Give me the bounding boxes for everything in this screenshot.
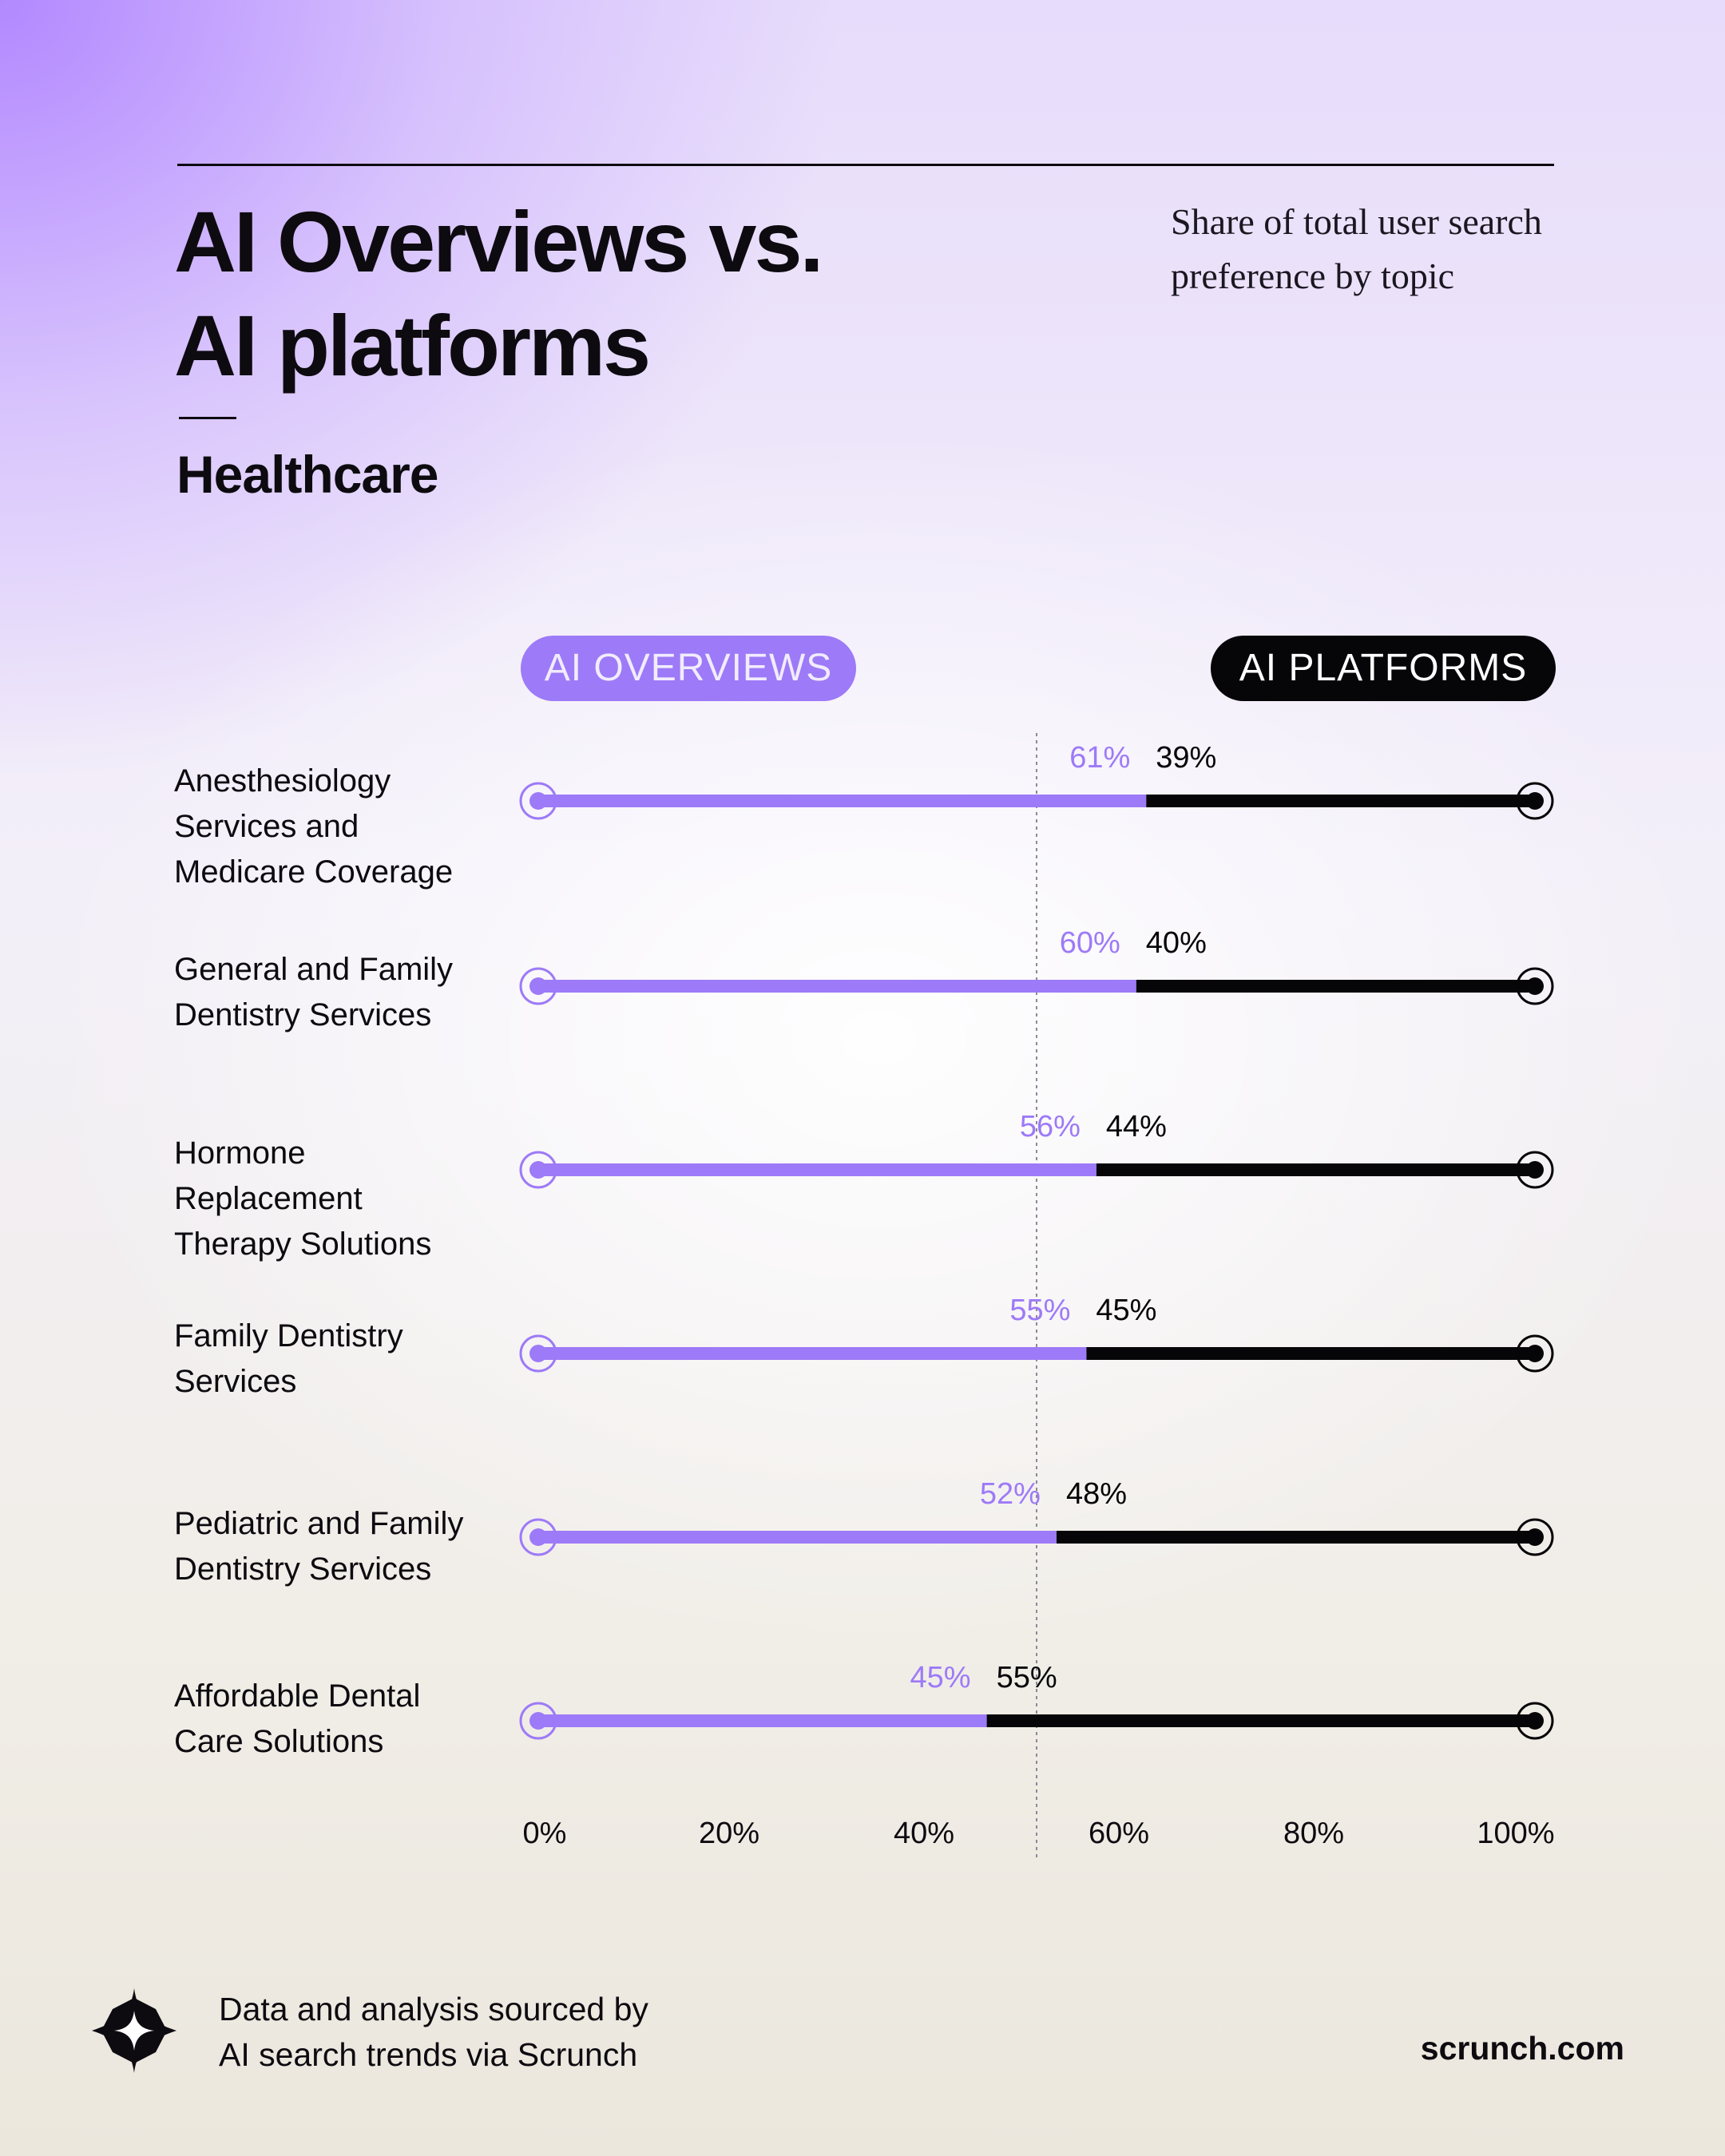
x-tick-label: 60% bbox=[1089, 1817, 1149, 1850]
site-link[interactable]: scrunch.com bbox=[1420, 2030, 1624, 2067]
category-label: Family Dentistry Services bbox=[174, 1314, 510, 1405]
category-label-line: Anesthesiology bbox=[174, 763, 391, 799]
top-rule bbox=[177, 164, 1554, 166]
category-label: Anesthesiology Services and Medicare Cover… bbox=[174, 759, 510, 895]
category-label-line: Affordable Dental bbox=[174, 1678, 421, 1714]
bar-start-dot bbox=[529, 1528, 547, 1546]
category-label: Pediatric and Family Dentistry Services bbox=[174, 1501, 510, 1592]
category-label: General and Family Dentistry Services bbox=[174, 947, 510, 1038]
title-line-2: AI platforms bbox=[174, 297, 651, 394]
bar-end-dot bbox=[1526, 792, 1544, 810]
category-label-line: Services bbox=[174, 1364, 297, 1399]
bar-start-marker bbox=[519, 1151, 557, 1189]
x-tick-label: 80% bbox=[1283, 1817, 1344, 1850]
data-label-ai-overviews: 60% bbox=[1060, 926, 1120, 960]
bar-end-dot bbox=[1526, 1161, 1544, 1179]
title-line-1: AI Overviews vs. bbox=[174, 193, 824, 290]
category-label: Hormone Replacement Therapy Solutions bbox=[174, 1131, 510, 1267]
data-label-ai-platforms: 48% bbox=[1066, 1477, 1127, 1511]
category-label-line: Family Dentistry bbox=[174, 1318, 403, 1353]
bar-end-dot bbox=[1526, 1345, 1544, 1362]
section-heading: Healthcare bbox=[176, 445, 439, 504]
bar-start-marker bbox=[519, 782, 557, 820]
data-label-ai-platforms: 44% bbox=[1106, 1110, 1167, 1143]
category-label-line: Medicare Coverage bbox=[174, 854, 454, 890]
category-label-line: Dentistry Services bbox=[174, 1552, 432, 1587]
data-label-ai-platforms: 55% bbox=[997, 1661, 1057, 1694]
bar-end-marker bbox=[1516, 1151, 1554, 1189]
category-label-line: Therapy Solutions bbox=[174, 1227, 432, 1262]
legend-ai-platforms: AI PLATFORMS bbox=[1211, 636, 1556, 701]
bar-end-dot bbox=[1526, 1712, 1544, 1730]
bar-end-dot bbox=[1526, 1528, 1544, 1546]
category-label-line: Pediatric and Family bbox=[174, 1506, 464, 1541]
bar-end-dot bbox=[1526, 977, 1544, 995]
category-label-line: Hormone bbox=[174, 1135, 306, 1171]
source-line-2: AI search trends via Scrunch bbox=[219, 2036, 638, 2073]
page-title: AI Overviews vs. AI platforms bbox=[174, 190, 824, 398]
data-label-ai-overviews: 52% bbox=[980, 1477, 1041, 1511]
bar-end-marker bbox=[1516, 1334, 1554, 1373]
data-label-ai-platforms: 40% bbox=[1146, 926, 1207, 960]
category-label-line: Services and bbox=[174, 809, 359, 844]
bar-start-marker bbox=[519, 1518, 557, 1556]
category-label-line: Dentistry Services bbox=[174, 997, 432, 1032]
bar-start-marker bbox=[519, 1334, 557, 1373]
bar-start-marker bbox=[519, 1702, 557, 1740]
bar-start-dot bbox=[529, 977, 547, 995]
category-label-line: Replacement bbox=[174, 1181, 363, 1216]
section-divider bbox=[179, 417, 236, 419]
subtitle-line-1: Share of total user search bbox=[1171, 201, 1542, 242]
legend-ai-overviews: AI OVERVIEWS bbox=[521, 636, 856, 701]
category-label-line: Care Solutions bbox=[174, 1724, 384, 1759]
bar-end-marker bbox=[1516, 1702, 1554, 1740]
data-label-ai-overviews: 61% bbox=[1069, 741, 1130, 775]
subtitle-line-2: preference by topic bbox=[1171, 256, 1455, 296]
bar-end-marker bbox=[1516, 1518, 1554, 1556]
x-tick-label: 0% bbox=[523, 1817, 567, 1850]
bar-start-dot bbox=[529, 1345, 547, 1362]
bar-end-marker bbox=[1516, 782, 1554, 820]
data-label-ai-overviews: 55% bbox=[1009, 1294, 1070, 1327]
data-label-ai-platforms: 39% bbox=[1156, 741, 1216, 775]
bar-end-marker bbox=[1516, 967, 1554, 1005]
bar-start-dot bbox=[529, 792, 547, 810]
data-label-ai-platforms: 45% bbox=[1096, 1294, 1156, 1327]
category-label-line: General and Family bbox=[174, 952, 454, 987]
x-tick-label: 20% bbox=[699, 1817, 759, 1850]
bar-start-marker bbox=[519, 967, 557, 1005]
bar-start-dot bbox=[529, 1161, 547, 1179]
source-note: Data and analysis sourced by AI search t… bbox=[219, 1987, 778, 2078]
source-line-1: Data and analysis sourced by bbox=[219, 1991, 648, 2027]
x-tick-label: 100% bbox=[1477, 1817, 1554, 1850]
x-tick-label: 40% bbox=[894, 1817, 954, 1850]
chart-subtitle: Share of total user search preference by… bbox=[1171, 195, 1586, 303]
data-label-ai-overviews: 45% bbox=[910, 1661, 971, 1694]
scrunch-star-logo-icon bbox=[92, 1988, 176, 2073]
bar-start-dot bbox=[529, 1712, 547, 1730]
data-label-ai-overviews: 56% bbox=[1020, 1110, 1081, 1143]
category-label: Affordable Dental Care Solutions bbox=[174, 1674, 510, 1765]
